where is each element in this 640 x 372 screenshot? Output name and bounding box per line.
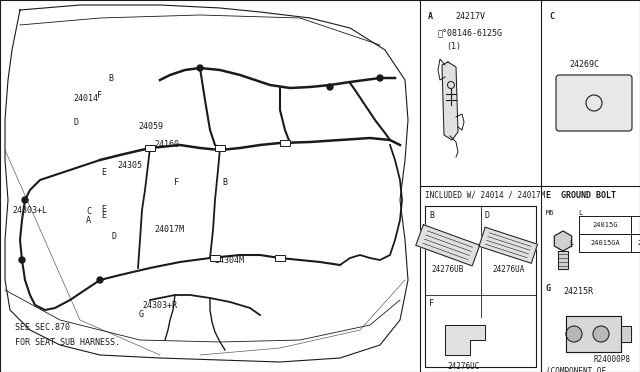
Text: C: C [549, 12, 554, 21]
Text: 24215R: 24215R [563, 287, 593, 296]
FancyBboxPatch shape [556, 75, 632, 131]
Text: E: E [101, 169, 106, 177]
Polygon shape [479, 227, 538, 263]
Text: INCLUDED W/ 24014 / 24017M: INCLUDED W/ 24014 / 24017M [425, 191, 545, 200]
Circle shape [593, 326, 609, 342]
Circle shape [566, 326, 582, 342]
Text: 24276UC: 24276UC [447, 362, 479, 371]
Bar [210, 255, 220, 261]
Polygon shape [416, 225, 480, 266]
Text: 24276UB: 24276UB [431, 265, 464, 274]
Polygon shape [5, 5, 408, 362]
Text: (COMPONENT OF: (COMPONENT OF [546, 367, 606, 372]
Text: 24015GA: 24015GA [590, 240, 620, 246]
Text: 28: 28 [637, 240, 640, 246]
Circle shape [97, 277, 103, 283]
Text: M6: M6 [546, 210, 554, 216]
Text: 24304M: 24304M [214, 256, 244, 265]
Text: C: C [86, 207, 91, 216]
Polygon shape [442, 62, 458, 140]
Text: D: D [111, 232, 116, 241]
Text: 24160: 24160 [155, 140, 180, 149]
Text: (1): (1) [446, 42, 461, 51]
Text: 24014: 24014 [74, 94, 99, 103]
Bar [280, 140, 290, 146]
Text: G: G [139, 310, 143, 319]
Polygon shape [621, 326, 631, 342]
Text: 12: 12 [637, 222, 640, 228]
Text: 24217V: 24217V [455, 12, 485, 21]
Text: 24303+L: 24303+L [13, 206, 47, 215]
Text: F: F [97, 91, 102, 100]
Circle shape [377, 75, 383, 81]
Text: D: D [74, 118, 79, 127]
Text: L: L [570, 240, 574, 246]
Text: Ⓑ°08146-6125G: Ⓑ°08146-6125G [438, 28, 503, 37]
Text: 24305: 24305 [118, 161, 143, 170]
Text: 24015G: 24015G [592, 222, 618, 228]
Text: B: B [429, 211, 434, 220]
Text: F: F [174, 178, 179, 187]
Bar [275, 255, 285, 261]
Bar [145, 145, 155, 151]
Polygon shape [558, 251, 568, 269]
Text: 24059: 24059 [139, 122, 164, 131]
Circle shape [197, 65, 203, 71]
Text: A: A [428, 12, 433, 21]
Text: R24000P8: R24000P8 [593, 355, 630, 364]
Text: 24017M: 24017M [155, 225, 184, 234]
Polygon shape [445, 324, 485, 355]
Text: E: E [101, 205, 106, 214]
Bar [215, 145, 225, 151]
Text: 24269C: 24269C [569, 60, 599, 69]
Text: F: F [429, 299, 434, 308]
Circle shape [327, 84, 333, 90]
Text: E  GROUND BOLT: E GROUND BOLT [546, 191, 616, 200]
Text: 24303+R: 24303+R [142, 301, 177, 310]
Polygon shape [554, 231, 572, 251]
Text: 24276UA: 24276UA [492, 265, 524, 274]
Circle shape [19, 257, 25, 263]
Text: FOR SEAT SUB HARNESS.: FOR SEAT SUB HARNESS. [15, 338, 120, 347]
Text: B: B [108, 74, 113, 83]
Text: SEE SEC.870: SEE SEC.870 [15, 323, 70, 332]
Circle shape [22, 197, 28, 203]
Text: D: D [484, 211, 490, 220]
Text: A: A [86, 216, 91, 225]
Text: B: B [223, 178, 228, 187]
Text: E: E [101, 211, 106, 220]
Text: L: L [578, 210, 582, 216]
Polygon shape [566, 316, 621, 352]
Text: G: G [546, 284, 551, 293]
